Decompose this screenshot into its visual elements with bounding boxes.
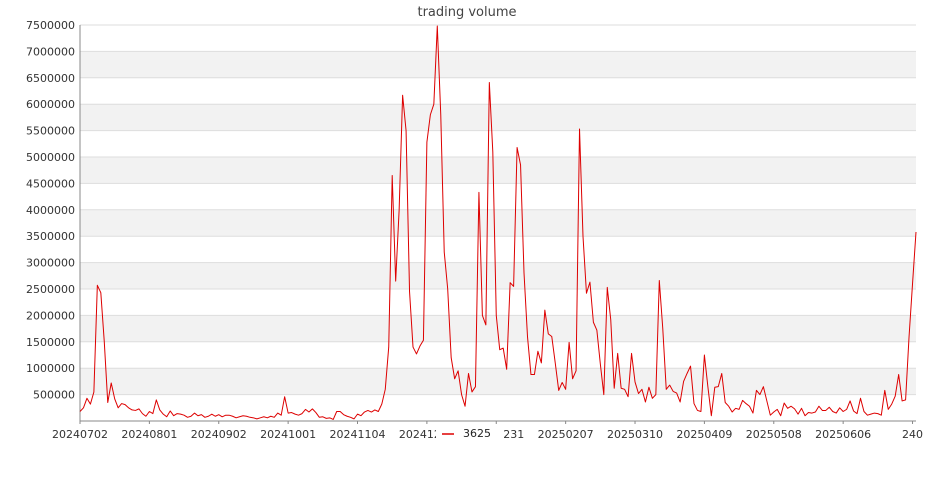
plot-band [80,104,916,131]
y-tick-label: 1000000 [26,362,75,375]
y-tick-label: 5500000 [26,125,75,138]
y-tick-label: 7000000 [26,45,75,58]
legend: 3625 [436,425,504,441]
x-tick-label: 20240902 [191,428,247,441]
legend-background [436,425,504,441]
plot-band [80,262,916,289]
y-tick-label: 4000000 [26,204,75,217]
y-tick-label: 500000 [33,389,75,402]
x-tick-label: 20250508 [746,428,802,441]
x-tick-label: 240 [902,428,923,441]
series-line-3625 [79,25,917,420]
y-tick-label: 1500000 [26,336,75,349]
plot-band [80,157,916,184]
y-tick-label: 3500000 [26,230,75,243]
chart-title: trading volume [417,5,516,20]
y-tick-label: 6500000 [26,72,75,85]
x-tick-label: 20240702 [52,428,108,441]
y-tick-label: 2500000 [26,283,75,296]
plot-band [80,209,916,237]
y-tick-label: 3000000 [26,257,75,270]
x-tick-label: 20241001 [260,428,316,441]
x-tick-label: 20240801 [121,428,177,441]
y-tick-labels: 500000 1000000 1500000 2000000 2500000 300000… [26,19,75,402]
x-tick-label: 20250606 [815,428,871,441]
grid-lines [80,24,916,396]
plot-background-bands [80,51,916,395]
axes [79,25,916,422]
plot-band [80,368,916,395]
y-tick-label: 6000000 [26,98,75,111]
y-tick-label: 4500000 [26,177,75,190]
y-tick-label: 7500000 [26,19,75,32]
x-tick-label: 20250310 [607,428,663,441]
y-tick-label: 2000000 [26,309,75,322]
x-tick-label: 20241104 [330,428,386,441]
legend-label: 3625 [463,427,491,440]
x-tick-label: 20250207 [538,428,594,441]
plot-band [80,51,916,78]
x-tick-label: 20250409 [676,428,732,441]
x-tick-labels: 20240702 20240801 20240902 20241001 20241104… [52,421,923,441]
y-tick-label: 5000000 [26,151,75,164]
